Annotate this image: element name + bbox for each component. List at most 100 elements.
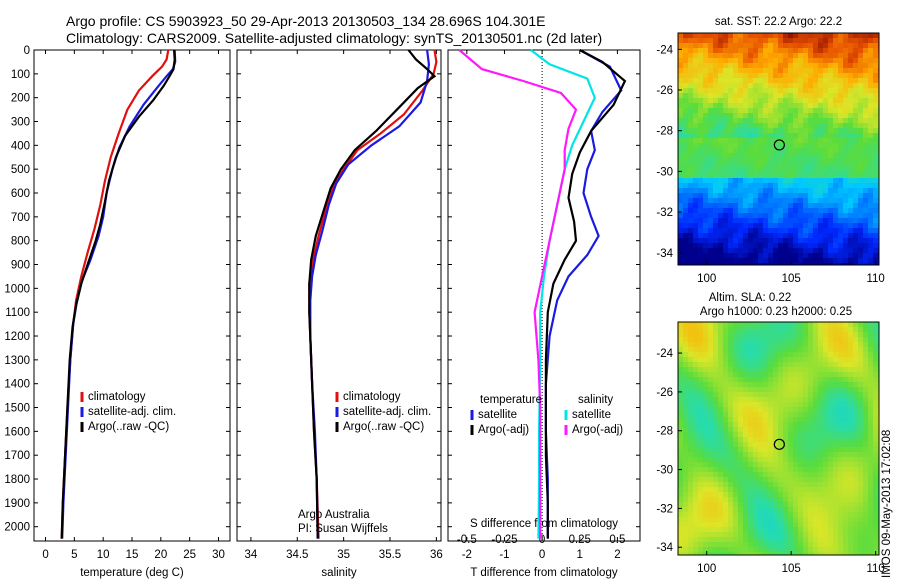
heatmap-cell xyxy=(798,502,804,508)
x-axis-label: T difference from climatology xyxy=(470,567,617,579)
heatmap-cell xyxy=(703,233,709,239)
heatmap-cell xyxy=(853,377,859,383)
heatmap-cell xyxy=(793,342,799,348)
heatmap-cell xyxy=(823,432,829,438)
heatmap-cell xyxy=(863,153,869,159)
heatmap-cell xyxy=(758,527,764,533)
heatmap-cell xyxy=(848,143,854,149)
heatmap-cell xyxy=(738,372,744,378)
heatmap-cell xyxy=(828,113,834,119)
heatmap-cell xyxy=(768,407,774,413)
heatmap-cell xyxy=(693,93,699,99)
heatmap-cell xyxy=(733,417,739,423)
heatmap-cell xyxy=(853,178,859,184)
heatmap-cell xyxy=(708,462,714,468)
heatmap-cell xyxy=(823,422,829,428)
heatmap-cell xyxy=(788,243,794,249)
heatmap-cell xyxy=(863,537,869,543)
heatmap-cell xyxy=(793,357,799,363)
heatmap-cell xyxy=(873,342,879,348)
heatmap-cell xyxy=(853,457,859,463)
heatmap-cell xyxy=(733,422,739,428)
heatmap-cell xyxy=(763,123,769,129)
heatmap-cell xyxy=(718,352,724,358)
heatmap-cell xyxy=(683,477,689,483)
heatmap-cell xyxy=(713,337,719,343)
heatmap-cell xyxy=(703,522,709,528)
heatmap-cell xyxy=(688,457,694,463)
heatmap-cell xyxy=(743,53,749,59)
heatmap-cell xyxy=(763,178,769,184)
heatmap-cell xyxy=(848,148,854,154)
heatmap-cell xyxy=(808,108,814,114)
heatmap-cell xyxy=(683,93,689,99)
heatmap-cell xyxy=(783,362,789,368)
heatmap-cell xyxy=(778,347,784,353)
heatmap-cell xyxy=(868,173,874,179)
heatmap-cell xyxy=(678,412,684,418)
heatmap-cell xyxy=(848,93,854,99)
heatmap-cell xyxy=(733,203,739,209)
heatmap-cell xyxy=(713,322,719,328)
heatmap-cell xyxy=(713,377,719,383)
x-tick-label: 5 xyxy=(71,549,77,561)
heatmap-cell xyxy=(873,492,879,498)
heatmap-cell xyxy=(828,507,834,513)
heatmap-cell xyxy=(808,63,814,69)
heatmap-cell xyxy=(743,173,749,179)
heatmap-cell xyxy=(858,33,864,39)
heatmap-cell xyxy=(738,542,744,548)
heatmap-cell xyxy=(803,58,809,64)
heatmap-cell xyxy=(798,532,804,538)
heatmap-cell xyxy=(853,397,859,403)
heatmap-cell xyxy=(788,412,794,418)
heatmap-cell xyxy=(743,178,749,184)
heatmap-cell xyxy=(743,532,749,538)
heatmap-cell xyxy=(703,532,709,538)
heatmap-cell xyxy=(868,63,874,69)
heatmap-cell xyxy=(798,148,804,154)
heatmap-cell xyxy=(688,223,694,229)
heatmap-cell xyxy=(753,397,759,403)
heatmap-cell xyxy=(703,332,709,338)
heatmap-cell xyxy=(773,88,779,94)
heatmap-cell xyxy=(843,402,849,408)
heatmap-cell xyxy=(818,98,824,104)
heatmap-cell xyxy=(868,123,874,129)
heatmap-cell xyxy=(733,38,739,44)
heatmap-cell xyxy=(848,168,854,174)
heatmap-cell xyxy=(848,118,854,124)
heatmap-cell xyxy=(798,412,804,418)
heatmap-cell xyxy=(723,88,729,94)
heatmap-cell xyxy=(768,452,774,458)
heatmap-cell xyxy=(713,442,719,448)
heatmap-cell xyxy=(798,163,804,169)
heatmap-cell xyxy=(838,203,844,209)
heatmap-cell xyxy=(773,103,779,109)
heatmap-cell xyxy=(853,462,859,468)
heatmap-cell xyxy=(853,482,859,488)
heatmap-cell xyxy=(688,243,694,249)
heatmap-cell xyxy=(853,382,859,388)
heatmap-cell xyxy=(718,507,724,513)
heatmap-cell xyxy=(713,342,719,348)
heatmap-cell xyxy=(703,193,709,199)
heatmap-cell xyxy=(803,372,809,378)
heatmap-cell xyxy=(838,33,844,39)
heatmap-cell xyxy=(703,178,709,184)
heatmap-cell xyxy=(848,98,854,104)
heatmap-cell xyxy=(758,58,764,64)
heatmap-cell xyxy=(788,547,794,553)
heatmap-cell xyxy=(698,48,704,54)
heatmap-cell xyxy=(783,143,789,149)
heatmap-cell xyxy=(708,228,714,234)
heatmap-cell xyxy=(783,372,789,378)
heatmap-cell xyxy=(683,43,689,49)
heatmap-cell xyxy=(688,93,694,99)
heatmap-cell xyxy=(823,123,829,129)
heatmap-cell xyxy=(843,412,849,418)
heatmap-cell xyxy=(683,258,689,264)
heatmap-cell xyxy=(863,352,869,358)
heatmap-cell xyxy=(823,382,829,388)
